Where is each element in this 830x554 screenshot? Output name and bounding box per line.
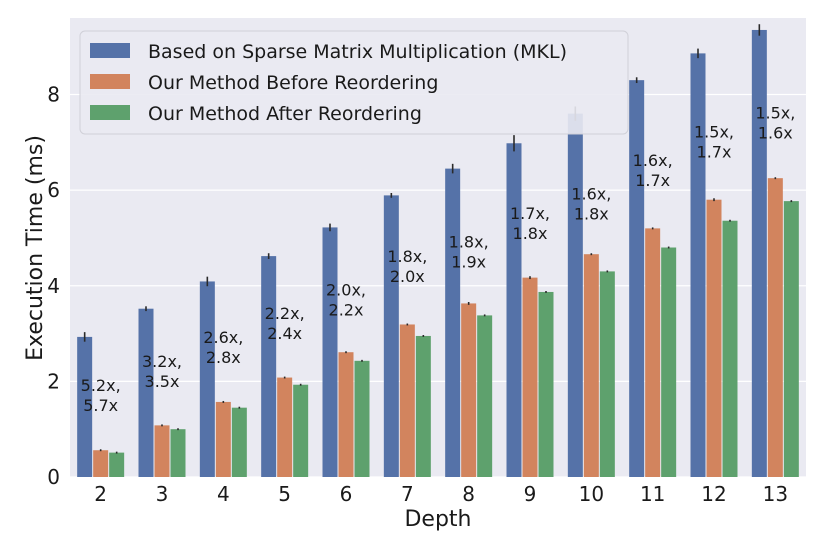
speedup-label: 2.8x: [206, 348, 241, 367]
bar-before-reordering: [215, 401, 231, 477]
speedup-label: 2.6x,: [203, 328, 243, 347]
bar-mkl: [138, 308, 154, 477]
x-tick-label: 6: [340, 482, 353, 506]
x-tick-label: 10: [579, 482, 604, 506]
speedup-label: 1.6x: [758, 123, 793, 142]
bar-mkl: [199, 281, 215, 477]
bar-mkl: [383, 195, 399, 477]
speedup-label: 2.0x: [390, 267, 425, 286]
bar-after-reordering: [293, 384, 309, 477]
speedup-label: 3.2x,: [142, 352, 182, 371]
bar-before-reordering: [399, 324, 415, 477]
speedup-annotations: 5.2x,5.7x 3.2x,3.5x 2.6x,2.8x 2.2x,2.4x 2.0x…: [81, 103, 796, 415]
x-tick-label: 11: [640, 482, 665, 506]
x-tick-label: 9: [524, 482, 537, 506]
x-tick-label: 2: [94, 482, 107, 506]
bar-before-reordering: [461, 303, 477, 477]
bar-after-reordering: [599, 271, 615, 477]
legend-entry: Based on Sparse Matrix Multiplication (M…: [148, 41, 567, 63]
legend: Based on Sparse Matrix Multiplication (M…: [79, 30, 629, 135]
bar-after-reordering: [109, 452, 125, 477]
bar-before-reordering: [645, 228, 661, 477]
bar-after-reordering: [661, 247, 677, 477]
speedup-label: 1.8x,: [449, 233, 489, 252]
speedup-label: 2.2x,: [265, 304, 305, 323]
bar-mkl: [445, 168, 461, 477]
legend-entry: Our Method Before Reordering: [148, 72, 438, 94]
bar-after-reordering: [354, 360, 370, 477]
x-tick-label: 4: [217, 482, 230, 506]
bar-after-reordering: [783, 201, 799, 477]
bar-before-reordering: [706, 199, 722, 477]
speedup-label: 2.4x: [267, 324, 302, 343]
bar-before-reordering: [583, 254, 599, 477]
x-tick-label: 12: [701, 482, 726, 506]
legend-swatch: [90, 105, 130, 120]
speedup-label: 5.2x,: [81, 376, 121, 395]
speedup-label: 1.6x,: [633, 151, 673, 170]
bar-after-reordering: [170, 429, 186, 477]
y-tick-label: 4: [47, 274, 60, 298]
bar-mkl: [751, 29, 767, 477]
speedup-label: 1.6x,: [571, 185, 611, 204]
bar-before-reordering: [277, 377, 293, 477]
bar-before-reordering: [93, 450, 109, 477]
bar-mkl: [77, 336, 93, 477]
y-tick-label: 8: [47, 83, 60, 107]
bar-before-reordering: [767, 178, 783, 477]
speedup-label: 1.5x,: [694, 123, 734, 142]
speedup-label: 1.5x,: [755, 103, 795, 122]
bar-mkl: [629, 80, 645, 477]
speedup-label: 1.7x: [697, 143, 732, 162]
speedup-label: 1.9x: [451, 253, 486, 272]
y-tick-labels: 0 2 4 6 8: [47, 83, 60, 490]
bar-before-reordering: [154, 425, 170, 477]
bar-before-reordering: [522, 277, 538, 477]
y-tick-label: 0: [47, 465, 60, 489]
y-tick-label: 2: [47, 369, 60, 393]
speedup-label: 1.7x,: [510, 204, 550, 223]
x-tick-label: 3: [156, 482, 169, 506]
legend-swatch: [90, 43, 130, 58]
x-tick-label: 8: [462, 482, 475, 506]
speedup-label: 1.7x: [635, 171, 670, 190]
x-tick-labels: 2 3 4 5 6 7 8 9 10 11 12 13: [94, 482, 788, 506]
x-axis-title: Depth: [404, 507, 471, 532]
bar-mkl: [506, 143, 522, 478]
bar-after-reordering: [231, 407, 247, 477]
bar-mkl: [567, 113, 583, 477]
speedup-label: 2.0x,: [326, 280, 366, 299]
speedup-label: 1.8x,: [387, 247, 427, 266]
speedup-label: 1.8x: [574, 205, 609, 224]
speedup-label: 5.7x: [83, 396, 118, 415]
legend-entry: Our Method After Reordering: [148, 103, 422, 125]
speedup-label: 1.8x: [513, 224, 548, 243]
y-axis-title: Execution Time (ms): [23, 135, 48, 361]
legend-box: [79, 30, 629, 135]
x-tick-label: 13: [763, 482, 788, 506]
y-tick-label: 6: [47, 178, 60, 202]
x-tick-label: 5: [278, 482, 291, 506]
bars: [77, 24, 799, 478]
bar-after-reordering: [538, 291, 554, 477]
bar-after-reordering: [722, 220, 738, 477]
speedup-label: 2.2x: [329, 300, 364, 319]
bar-after-reordering: [477, 315, 493, 477]
grid-lines: [70, 93, 806, 478]
speedup-label: 3.5x: [145, 372, 180, 391]
bar-mkl: [690, 53, 706, 477]
bar-mkl: [322, 227, 338, 477]
legend-swatch: [90, 74, 130, 89]
bar-before-reordering: [338, 352, 354, 477]
x-tick-label: 7: [401, 482, 414, 506]
bar-after-reordering: [415, 335, 431, 477]
bar-mkl: [261, 256, 277, 477]
